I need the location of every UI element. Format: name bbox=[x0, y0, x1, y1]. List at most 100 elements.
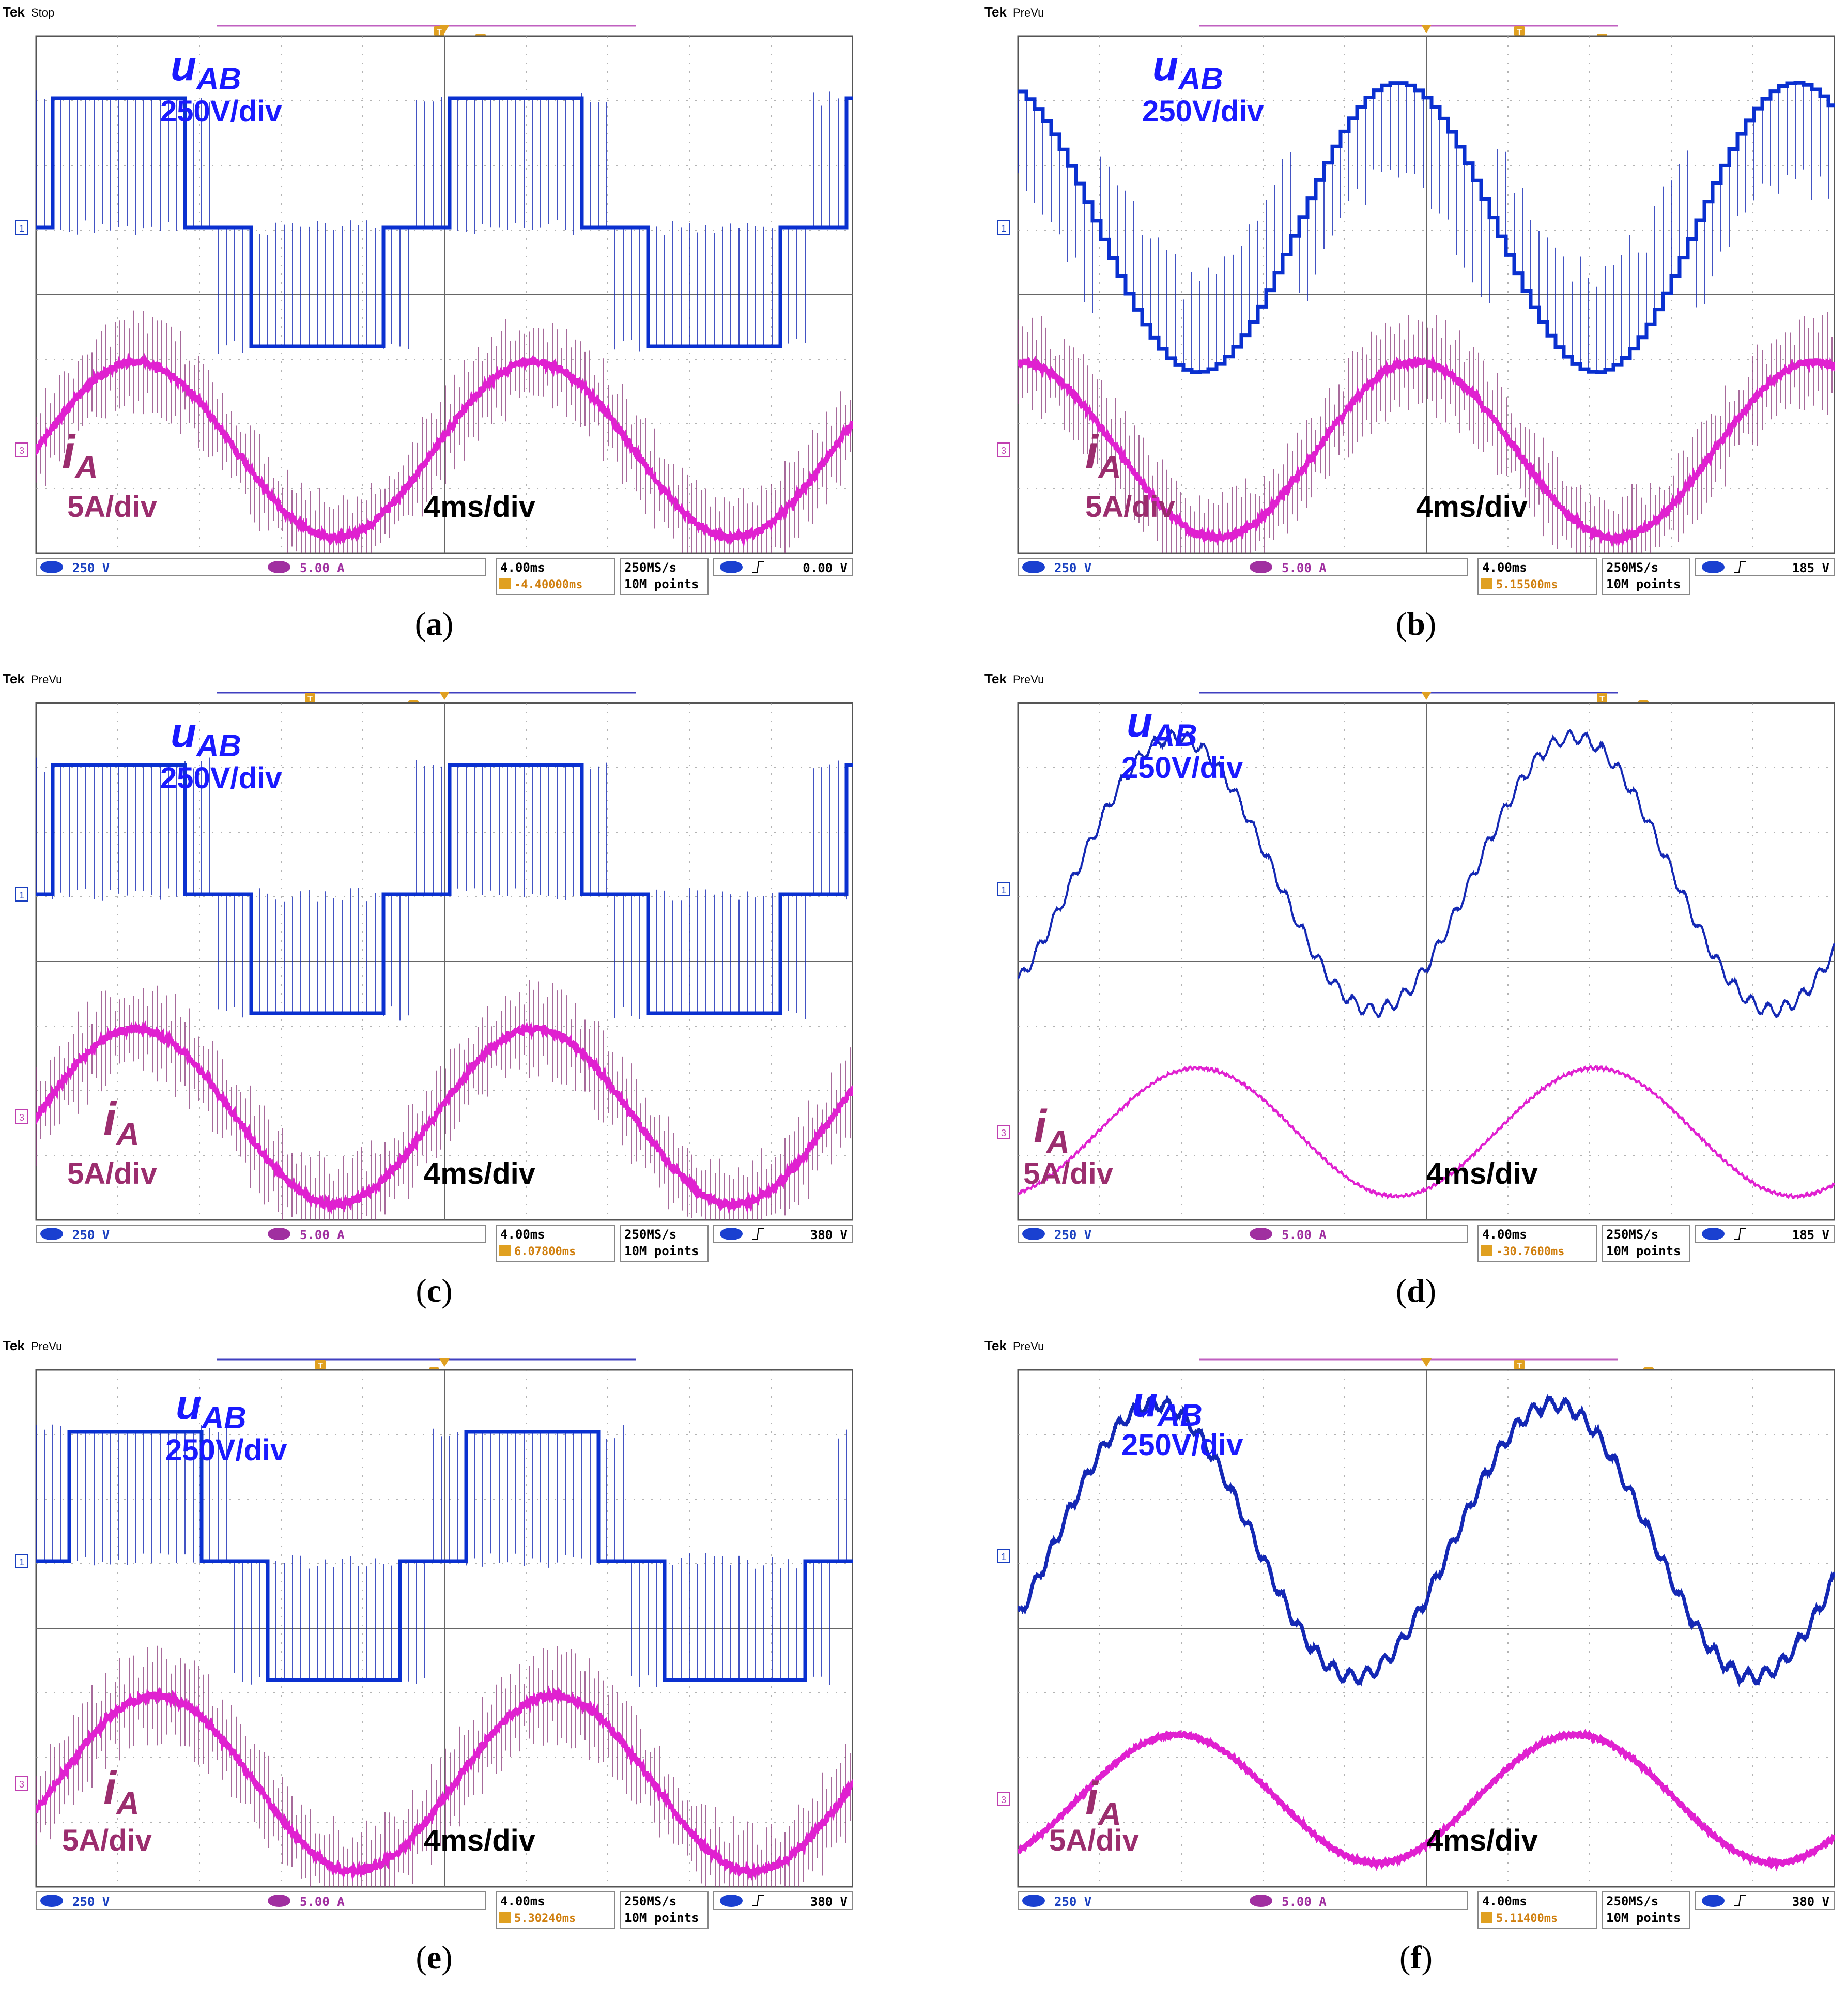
ch1-scale-readout: 250 V bbox=[1054, 1895, 1091, 1909]
scope-screen-f: TekPreVuTT13uAB250V/diviA5A/div4ms/div25… bbox=[984, 1338, 1835, 1929]
trigger-position-readout: 6.07800ms bbox=[514, 1245, 576, 1258]
voltage-scale-label: 250V/div bbox=[160, 95, 282, 128]
trigger-pos-icon bbox=[1481, 578, 1492, 589]
voltage-scale-label: 250V/div bbox=[165, 1433, 287, 1467]
ch1-ground-marker: 1 bbox=[997, 220, 1010, 235]
timebase-readout: 4.00ms bbox=[1482, 560, 1527, 575]
voltage-scale-label: 250V/div bbox=[160, 761, 282, 795]
sample-rate-readout: 250MS/s bbox=[1606, 560, 1658, 575]
scope-brand: Tek bbox=[3, 671, 25, 686]
trigger-level-readout: 380 V bbox=[810, 1228, 848, 1242]
svg-text:3: 3 bbox=[19, 1779, 24, 1790]
voltage-scale-label: 250V/div bbox=[1142, 95, 1264, 128]
scope-screen-d: TekPreVuTT13uAB250V/diviA5A/div4ms/div25… bbox=[984, 671, 1835, 1262]
ch1-badge-icon bbox=[1022, 1228, 1045, 1240]
sample-rate-readout: 250MS/s bbox=[1606, 1227, 1658, 1242]
current-trace-ia bbox=[36, 352, 853, 548]
trigger-marker-icon: T bbox=[315, 1360, 326, 1370]
voltage-trace-uab bbox=[1018, 81, 1835, 374]
svg-text:T: T bbox=[1517, 28, 1522, 37]
svg-text:3: 3 bbox=[1001, 1128, 1006, 1138]
ch3-badge-icon bbox=[268, 561, 290, 573]
scope-panel-c: TekPreVuTT13uAB250V/diviA5A/div4ms/div25… bbox=[0, 667, 853, 1266]
ch1-ground-marker: 1 bbox=[15, 887, 28, 902]
svg-text:1: 1 bbox=[19, 890, 24, 900]
current-trace-ia bbox=[1018, 1729, 1835, 1872]
ch1-scale-readout: 250 V bbox=[72, 561, 110, 575]
trigger-source-icon bbox=[1702, 561, 1725, 573]
scope-panel-e: TekPreVuTT13uAB250V/diviA5A/div4ms/div25… bbox=[0, 1334, 853, 1933]
scope-brand: Tek bbox=[3, 1338, 25, 1353]
scope-status: PreVu bbox=[1013, 673, 1044, 686]
timebase-label: 4ms/div bbox=[1426, 1824, 1538, 1857]
scope-status: Stop bbox=[31, 6, 54, 19]
ch1-badge-icon bbox=[40, 1228, 63, 1240]
ch3-badge-icon bbox=[1250, 561, 1272, 573]
svg-text:T: T bbox=[318, 1362, 323, 1370]
plot-area bbox=[36, 757, 853, 1220]
trigger-marker-icon: T bbox=[1597, 693, 1607, 704]
voltage-scale-label: 250V/div bbox=[1121, 751, 1243, 785]
scope-screen-b: TekPreVuTT13uAB250V/diviA5A/div4ms/div25… bbox=[984, 4, 1835, 595]
scope-status: PreVu bbox=[31, 673, 62, 686]
scope-status: PreVu bbox=[1013, 6, 1044, 19]
scope-status-bar: 250 V 5.00 A 4.00ms -4.40000ms 250MS/s 10M po… bbox=[36, 558, 853, 595]
voltage-trace-uab bbox=[36, 763, 853, 1015]
timebase-label: 4ms/div bbox=[424, 1824, 535, 1857]
scope-brand: Tek bbox=[3, 4, 25, 20]
svg-text:1: 1 bbox=[19, 1557, 24, 1567]
ch3-badge-icon bbox=[1250, 1228, 1272, 1240]
trigger-level-readout: 380 V bbox=[810, 1895, 848, 1909]
expansion-point-icon bbox=[439, 1358, 450, 1367]
scope-panel-f: TekPreVuTT13uAB250V/diviA5A/div4ms/div25… bbox=[982, 1334, 1835, 1933]
scope-status: PreVu bbox=[31, 1340, 62, 1353]
trigger-pos-icon bbox=[499, 578, 511, 589]
panel-caption-a: (a) bbox=[414, 605, 454, 642]
record-length-readout: 10M points bbox=[1606, 1244, 1681, 1258]
trigger-level-readout: 185 V bbox=[1792, 561, 1829, 575]
ch1-scale-readout: 250 V bbox=[1054, 561, 1091, 575]
rising-edge-icon bbox=[1734, 1895, 1746, 1906]
scope-status-bar: 250 V 5.00 A 4.00ms 6.07800ms 250MS/s 10M poi… bbox=[36, 1225, 853, 1262]
trigger-position-readout: 5.30240ms bbox=[514, 1912, 576, 1925]
ch1-scale-readout: 250 V bbox=[72, 1895, 110, 1909]
scope-screen-a: TekStopTT13uAB250V/diviA5A/div4ms/div250… bbox=[3, 4, 853, 595]
scope-panel-a: TekStopTT13uAB250V/diviA5A/div4ms/div250… bbox=[0, 0, 853, 600]
plot-area bbox=[1018, 1393, 1835, 1872]
scope-status-bar: 250 V 5.00 A 4.00ms 5.11400ms 250MS/s 10M poi… bbox=[1018, 1891, 1835, 1929]
rising-edge-icon bbox=[1734, 561, 1746, 573]
expansion-point-icon bbox=[1421, 25, 1432, 33]
scope-status-bar: 250 V 5.00 A 4.00ms -30.7600ms 250MS/s 10M po… bbox=[1018, 1225, 1835, 1262]
record-length-readout: 10M points bbox=[1606, 577, 1681, 591]
scope-status: PreVu bbox=[1013, 1340, 1044, 1353]
scope-status-bar: 250 V 5.00 A 4.00ms 5.15500ms 250MS/s 10M poi… bbox=[1018, 558, 1835, 595]
ch3-ground-marker: 3 bbox=[15, 442, 28, 457]
ch3-scale-readout: 5.00 A bbox=[1282, 1228, 1327, 1242]
ch1-badge-icon bbox=[1022, 1895, 1045, 1907]
ch1-ground-marker: 1 bbox=[997, 1549, 1010, 1563]
scope-screen-e: TekPreVuTT13uAB250V/diviA5A/div4ms/div25… bbox=[3, 1338, 853, 1929]
scope-brand: Tek bbox=[984, 1338, 1007, 1353]
trigger-source-icon bbox=[720, 1228, 743, 1240]
current-trace-ia bbox=[1018, 354, 1835, 548]
ch1-badge-icon bbox=[40, 1895, 63, 1907]
trigger-marker-icon: T bbox=[1514, 1360, 1525, 1370]
timebase-readout: 4.00ms bbox=[500, 560, 545, 575]
svg-text:1: 1 bbox=[1001, 223, 1006, 234]
scope-panel-d: TekPreVuTT13uAB250V/diviA5A/div4ms/div25… bbox=[982, 667, 1835, 1266]
sample-rate-readout: 250MS/s bbox=[624, 1894, 676, 1908]
timebase-label: 4ms/div bbox=[1426, 1157, 1538, 1190]
current-trace-ia bbox=[36, 1685, 853, 1882]
sample-rate-readout: 250MS/s bbox=[1606, 1894, 1658, 1908]
trigger-pos-icon bbox=[499, 1912, 511, 1923]
trigger-pos-icon bbox=[499, 1245, 511, 1256]
current-trace-ia bbox=[36, 1020, 853, 1215]
plot-area bbox=[36, 1424, 853, 1887]
trigger-level-readout: 380 V bbox=[1792, 1895, 1829, 1909]
svg-text:3: 3 bbox=[19, 1112, 24, 1123]
ch3-badge-icon bbox=[268, 1228, 290, 1240]
ch3-ground-marker: 3 bbox=[997, 1125, 1010, 1139]
ch1-ground-marker: 1 bbox=[15, 220, 28, 235]
expansion-point-icon bbox=[1421, 692, 1432, 700]
ch3-scale-readout: 5.00 A bbox=[1282, 561, 1327, 575]
